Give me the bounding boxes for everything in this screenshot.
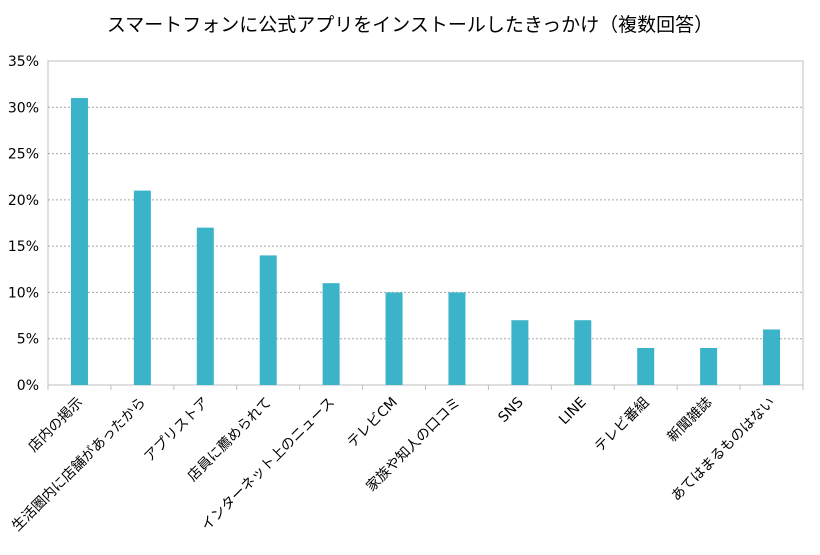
x-tick-label: SNS	[495, 394, 526, 425]
x-tick-label: 生活圏内に店舗があったから	[9, 395, 149, 535]
y-tick-label: 35%	[8, 54, 39, 70]
y-tick-label: 20%	[8, 193, 39, 209]
y-tick-label: 25%	[8, 147, 39, 163]
y-tick-label: 30%	[8, 100, 39, 116]
x-tick-label: テレビ番組	[592, 395, 653, 456]
bar	[448, 292, 466, 385]
bar	[385, 292, 403, 385]
bar	[70, 98, 88, 386]
x-tick-label: 新聞雑誌	[665, 395, 716, 446]
bar	[763, 329, 781, 385]
x-tick-label: あてはまるものはない	[668, 395, 778, 505]
bar	[637, 347, 655, 385]
x-tick-label: テレビCM	[344, 395, 400, 451]
bar	[574, 320, 592, 385]
x-tick-label: アプリストア	[141, 395, 212, 466]
x-tick-label: LINE	[556, 395, 589, 428]
y-tick-label: 5%	[17, 332, 39, 348]
x-tick-label: 店内の掲示	[25, 395, 86, 456]
bar	[322, 283, 340, 385]
chart-title: スマートフォンに公式アプリをインストールしたきっかけ（複数回答）	[106, 14, 714, 36]
x-tick-label: インターネット上のニュース	[198, 395, 338, 535]
bar	[700, 347, 718, 385]
bar	[511, 320, 529, 385]
plot-area	[47, 60, 804, 386]
y-tick-label: 10%	[8, 285, 39, 301]
y-tick-label: 15%	[8, 239, 39, 255]
y-tick-label: 0%	[17, 378, 39, 394]
bar	[196, 227, 214, 385]
bar	[259, 255, 277, 385]
bar	[133, 190, 151, 385]
